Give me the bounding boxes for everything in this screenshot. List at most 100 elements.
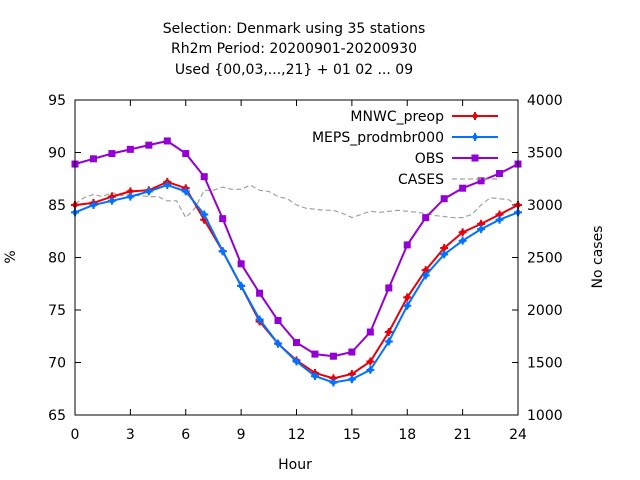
- data-point-meps-prodmbr000-dot: [293, 358, 300, 365]
- data-point-meps-prodmbr000-dot: [367, 367, 373, 373]
- y2-tick-label: 3500: [527, 146, 563, 162]
- data-point-obs: [440, 195, 448, 203]
- data-point-meps-prodmbr000-dot: [220, 248, 226, 254]
- legend-marker-dot: [472, 113, 478, 119]
- data-point-obs: [237, 260, 245, 268]
- y2-tick-label: 4000: [527, 93, 563, 109]
- x-ticks: 0 3 6 9 12 15 18 21 24: [71, 100, 527, 443]
- data-point-obs: [256, 289, 264, 297]
- series-line-meps-prodmbr000: [74, 183, 519, 384]
- data-point-obs: [145, 141, 153, 149]
- data-point-mnwc-preop-dot: [496, 211, 503, 218]
- data-point-meps-prodmbr000-dot: [460, 238, 466, 244]
- data-point-obs: [200, 173, 208, 181]
- data-point-mnwc-preop-dot: [330, 375, 337, 381]
- data-point-meps-prodmbr000-dot: [256, 316, 263, 323]
- data-point-obs: [348, 348, 356, 356]
- x-axis-label: Hour: [278, 457, 312, 473]
- y2-tick-label: 1000: [527, 408, 563, 424]
- data-point-obs: [366, 328, 374, 336]
- data-point-obs: [477, 177, 485, 185]
- y-ticks: 65 70 75 80 85 90 95: [48, 93, 81, 424]
- y2-tick-label: 2000: [527, 303, 563, 319]
- data-point-meps-prodmbr000-dot: [423, 272, 429, 278]
- plot-frame: [74, 99, 519, 416]
- series-line-mnwc-preop: [74, 180, 519, 380]
- y-axis-label: %: [3, 250, 19, 263]
- legend-item-obs: OBS: [415, 151, 498, 167]
- legend-marker-dot: [472, 134, 478, 140]
- data-point-obs: [403, 241, 411, 249]
- data-point-mnwc-preop-dot: [460, 229, 466, 235]
- data-point-mnwc-preop-dot: [441, 245, 447, 251]
- data-point-obs: [219, 215, 227, 223]
- y2-axis-label: No cases: [590, 226, 606, 289]
- x-tick-label: 3: [126, 427, 135, 443]
- x-tick-label: 6: [181, 427, 190, 443]
- data-point-mnwc-preop-dot: [478, 221, 484, 227]
- data-point-obs: [126, 145, 134, 153]
- data-point-obs: [311, 350, 319, 358]
- data-point-meps-prodmbr000-dot: [496, 217, 503, 223]
- data-point-meps-prodmbr000-dot: [127, 194, 133, 200]
- data-point-meps-prodmbr000-dot: [238, 283, 244, 289]
- data-point-mnwc-preop-dot: [127, 188, 133, 194]
- legend-item-cases: CASES: [398, 172, 498, 188]
- data-point-meps-prodmbr000-dot: [404, 303, 410, 309]
- legend-label: MEPS_prodmbr000: [312, 130, 444, 146]
- data-point-obs: [274, 317, 282, 324]
- legend-label: OBS: [415, 151, 444, 167]
- data-point-meps-prodmbr000-dot: [349, 376, 355, 382]
- y-tick-label: 70: [48, 356, 66, 372]
- data-point-meps-prodmbr000-dot: [330, 379, 337, 386]
- data-point-obs: [459, 184, 467, 192]
- y2-ticks: 1000 1500 2000 2500 3000 3500 4000: [512, 93, 563, 424]
- y-tick-label: 85: [48, 198, 66, 214]
- y-tick-label: 90: [48, 146, 66, 162]
- chart-title-line-3: Used {00,03,...,21} + 01 02 ... 09: [175, 62, 413, 78]
- data-point-obs: [329, 352, 337, 360]
- data-point-meps-prodmbr000-dot: [275, 341, 281, 347]
- data-point-mnwc-preop-dot: [423, 267, 429, 273]
- data-point-obs: [385, 284, 393, 292]
- series-obs: [71, 137, 522, 360]
- data-point-meps-prodmbr000-dot: [478, 226, 484, 232]
- x-tick-label: 12: [288, 427, 306, 443]
- data-point-mnwc-preop-dot: [386, 329, 392, 335]
- data-point-obs: [422, 214, 430, 222]
- data-point-meps-prodmbr000-dot: [146, 188, 152, 194]
- legend-label: CASES: [398, 172, 444, 188]
- data-point-obs: [89, 155, 97, 163]
- data-point-meps-prodmbr000-dot: [90, 202, 97, 208]
- y-tick-label: 80: [48, 251, 66, 267]
- data-point-obs: [293, 339, 300, 347]
- y-tick-label: 95: [48, 93, 66, 109]
- legend-marker: [471, 154, 479, 162]
- x-tick-label: 0: [71, 427, 80, 443]
- legend-item-mnwc-preop: MNWC_preop: [350, 109, 498, 125]
- x-tick-label: 18: [398, 427, 416, 443]
- data-point-meps-prodmbr000-dot: [312, 373, 318, 379]
- data-point-mnwc-preop-dot: [404, 294, 410, 300]
- y2-tick-label: 2500: [527, 251, 563, 267]
- data-point-meps-prodmbr000-dot: [201, 211, 207, 218]
- x-tick-label: 21: [454, 427, 472, 443]
- data-point-meps-prodmbr000-dot: [183, 188, 189, 194]
- data-point-meps-prodmbr000-dot: [164, 182, 170, 188]
- series-line-cases: [74, 184, 519, 219]
- series-layer: [71, 137, 522, 387]
- data-point-meps-prodmbr000-dot: [109, 198, 115, 204]
- x-tick-label: 15: [343, 427, 361, 443]
- data-point-meps-prodmbr000-dot: [386, 338, 392, 345]
- data-point-obs: [108, 150, 116, 158]
- data-point-mnwc-preop-dot: [349, 371, 355, 377]
- data-point-obs: [182, 150, 190, 158]
- chart-title: Selection: Denmark using 35 stations Rh2…: [163, 21, 426, 78]
- legend-item-meps-prodmbr000: MEPS_prodmbr000: [312, 130, 498, 146]
- chart-title-line-1: Selection: Denmark using 35 stations: [163, 21, 426, 37]
- y-tick-label: 75: [48, 303, 66, 319]
- y-tick-label: 65: [48, 408, 66, 424]
- x-tick-label: 24: [509, 427, 527, 443]
- y2-tick-label: 1500: [527, 356, 563, 372]
- data-point-mnwc-preop-dot: [367, 358, 373, 365]
